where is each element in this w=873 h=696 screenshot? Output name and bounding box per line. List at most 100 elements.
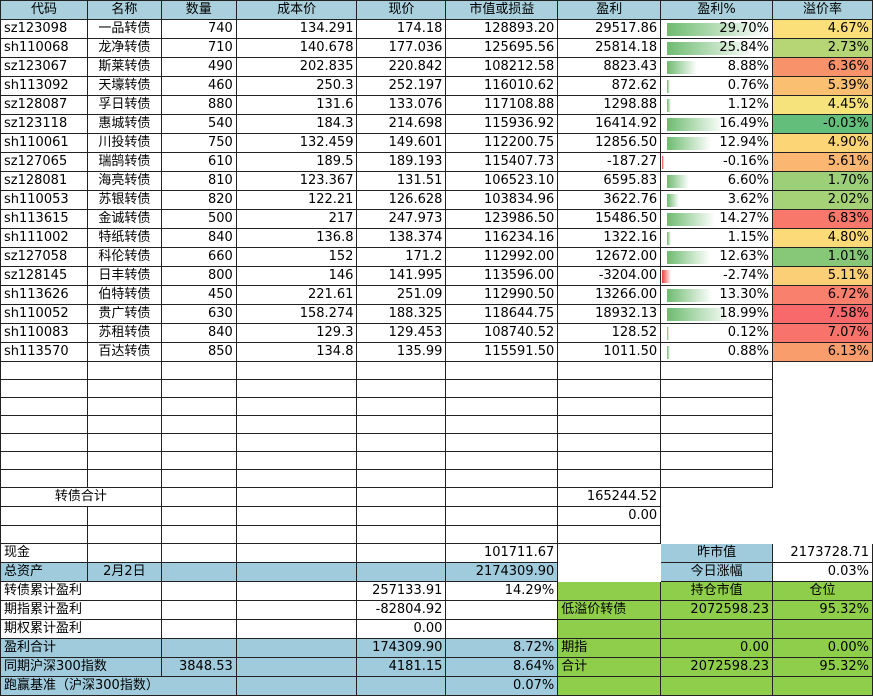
empty-cell[interactable] <box>772 361 873 380</box>
futures-pos[interactable]: 0.00% <box>772 638 873 658</box>
low-prem-label[interactable]: 低溢价转债 <box>557 600 662 620</box>
empty-cell[interactable] <box>235 433 358 452</box>
pct-cell[interactable]: -0.16% <box>660 152 773 172</box>
cost-cell[interactable]: 123.367 <box>235 171 358 191</box>
code-cell[interactable]: sh110052 <box>0 304 88 324</box>
empty-cell[interactable] <box>86 433 162 452</box>
empty-cell[interactable] <box>660 469 773 488</box>
yesterday-mv-value[interactable]: 2173728.71 <box>772 543 873 563</box>
empty-cell[interactable] <box>445 619 559 639</box>
code-cell[interactable]: sh110083 <box>0 323 88 343</box>
profit-cell[interactable]: 25814.18 <box>557 38 662 58</box>
empty-cell[interactable] <box>0 469 88 488</box>
empty-cell[interactable] <box>772 397 873 416</box>
code-cell[interactable]: sh113570 <box>0 342 88 362</box>
empty-cell[interactable] <box>160 525 237 544</box>
empty-cell[interactable] <box>772 506 873 526</box>
header-cell[interactable]: 市值或损益 <box>445 0 559 20</box>
name-cell[interactable]: 一品转债 <box>86 19 162 39</box>
premium-cell[interactable]: 7.58% <box>772 304 873 324</box>
profit-total-value[interactable]: 174309.90 <box>356 638 447 658</box>
profit-cell[interactable]: 12856.50 <box>557 133 662 153</box>
empty-cell[interactable] <box>356 379 447 398</box>
empty-cell[interactable] <box>235 638 358 658</box>
price-cell[interactable]: 220.842 <box>356 57 447 77</box>
empty-cell[interactable] <box>235 581 358 601</box>
total-assets-value[interactable]: 2174309.90 <box>445 562 559 582</box>
empty-cell[interactable] <box>445 451 559 470</box>
empty-cell[interactable] <box>160 562 237 582</box>
premium-cell[interactable]: 6.72% <box>772 285 873 305</box>
empty-cell[interactable] <box>772 487 873 507</box>
empty-cell[interactable] <box>160 487 237 507</box>
hs300-label[interactable]: 同期沪深300指数 <box>0 657 162 677</box>
qty-cell[interactable]: 880 <box>160 95 237 115</box>
premium-cell[interactable]: 4.67% <box>772 19 873 39</box>
empty-cell[interactable] <box>0 525 88 544</box>
empty-cell[interactable] <box>235 469 358 488</box>
header-cell[interactable]: 成本价 <box>235 0 358 20</box>
empty-cell[interactable] <box>0 415 88 434</box>
empty-cell[interactable] <box>86 469 162 488</box>
empty-cell[interactable] <box>235 619 358 639</box>
name-cell[interactable]: 龙净转债 <box>86 38 162 58</box>
qty-cell[interactable]: 810 <box>160 171 237 191</box>
profit-cell[interactable]: 18932.13 <box>557 304 662 324</box>
name-cell[interactable]: 川投转债 <box>86 133 162 153</box>
name-cell[interactable]: 科伦转债 <box>86 247 162 267</box>
name-cell[interactable]: 惠城转债 <box>86 114 162 134</box>
empty-cell[interactable] <box>235 487 358 507</box>
profit-cell[interactable]: -187.27 <box>557 152 662 172</box>
price-cell[interactable]: 214.698 <box>356 114 447 134</box>
empty-cell[interactable] <box>160 415 237 434</box>
price-cell[interactable]: 174.18 <box>356 19 447 39</box>
cost-cell[interactable]: 250.3 <box>235 76 358 96</box>
name-cell[interactable]: 贵广转债 <box>86 304 162 324</box>
empty-cell[interactable] <box>160 361 237 380</box>
profit-cell[interactable]: 12672.00 <box>557 247 662 267</box>
mv-cell[interactable]: 112200.75 <box>445 133 559 153</box>
futures-cum-label[interactable]: 期指累计盈利 <box>0 600 162 620</box>
empty-cell[interactable] <box>235 562 358 582</box>
cost-cell[interactable]: 152 <box>235 247 358 267</box>
empty-cell[interactable] <box>660 487 773 507</box>
code-cell[interactable]: sz128087 <box>0 95 88 115</box>
empty-cell[interactable] <box>660 379 773 398</box>
name-cell[interactable]: 百达转债 <box>86 342 162 362</box>
qty-cell[interactable]: 800 <box>160 266 237 286</box>
price-cell[interactable]: 177.036 <box>356 38 447 58</box>
code-cell[interactable]: sz127065 <box>0 152 88 172</box>
empty-cell[interactable] <box>660 361 773 380</box>
price-cell[interactable]: 131.51 <box>356 171 447 191</box>
cb-cum-pct[interactable]: 14.29% <box>445 581 559 601</box>
holding-mv-label[interactable]: 持仓市值 <box>660 581 773 601</box>
cb-cum-label[interactable]: 转债累计盈利 <box>0 581 162 601</box>
profit-cell[interactable]: 872.62 <box>557 76 662 96</box>
code-cell[interactable]: sz127058 <box>0 247 88 267</box>
today-change-label[interactable]: 今日涨幅 <box>660 562 773 582</box>
empty-cell[interactable] <box>557 525 662 544</box>
empty-cell[interactable] <box>445 600 559 620</box>
code-cell[interactable]: sz128081 <box>0 171 88 191</box>
pct-cell[interactable]: 0.76% <box>660 76 773 96</box>
empty-cell[interactable] <box>356 451 447 470</box>
mv-cell[interactable]: 115936.92 <box>445 114 559 134</box>
code-cell[interactable]: sh113626 <box>0 285 88 305</box>
futures-label[interactable]: 期指 <box>557 638 662 658</box>
qty-cell[interactable]: 660 <box>160 247 237 267</box>
options-cum-label[interactable]: 期权累计盈利 <box>0 619 162 639</box>
qty-cell[interactable]: 450 <box>160 285 237 305</box>
empty-cell[interactable] <box>235 543 358 563</box>
pct-cell[interactable]: 0.88% <box>660 342 773 362</box>
empty-cell[interactable] <box>660 433 773 452</box>
empty-cell[interactable] <box>356 361 447 380</box>
code-cell[interactable]: sh113092 <box>0 76 88 96</box>
profit-cell[interactable]: 29517.86 <box>557 19 662 39</box>
name-cell[interactable]: 金诚转债 <box>86 209 162 229</box>
cost-cell[interactable]: 146 <box>235 266 358 286</box>
code-cell[interactable]: sz123098 <box>0 19 88 39</box>
header-cell[interactable]: 数量 <box>160 0 237 20</box>
code-cell[interactable]: sh110068 <box>0 38 88 58</box>
price-cell[interactable]: 133.076 <box>356 95 447 115</box>
empty-cell[interactable] <box>86 525 162 544</box>
